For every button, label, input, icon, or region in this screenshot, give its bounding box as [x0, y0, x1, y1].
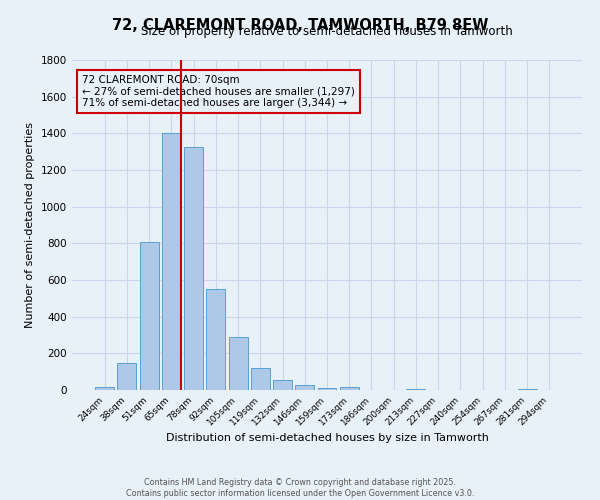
- Bar: [118, 362, 136, 390]
- Bar: [206, 289, 225, 390]
- Bar: [140, 242, 158, 390]
- Bar: [518, 389, 536, 390]
- Bar: [95, 387, 114, 390]
- Bar: [229, 337, 248, 390]
- Title: Size of property relative to semi-detached houses in Tamworth: Size of property relative to semi-detach…: [141, 25, 513, 38]
- Y-axis label: Number of semi-detached properties: Number of semi-detached properties: [25, 122, 35, 328]
- Bar: [406, 388, 425, 390]
- Bar: [295, 386, 314, 390]
- Bar: [317, 388, 337, 390]
- Bar: [184, 147, 203, 390]
- Text: 72, CLAREMONT ROAD, TAMWORTH, B79 8EW: 72, CLAREMONT ROAD, TAMWORTH, B79 8EW: [112, 18, 488, 32]
- X-axis label: Distribution of semi-detached houses by size in Tamworth: Distribution of semi-detached houses by …: [166, 432, 488, 442]
- Text: 72 CLAREMONT ROAD: 70sqm
← 27% of semi-detached houses are smaller (1,297)
71% o: 72 CLAREMONT ROAD: 70sqm ← 27% of semi-d…: [82, 75, 355, 108]
- Bar: [162, 134, 181, 390]
- Bar: [340, 387, 359, 390]
- Bar: [251, 368, 270, 390]
- Text: Contains HM Land Registry data © Crown copyright and database right 2025.
Contai: Contains HM Land Registry data © Crown c…: [126, 478, 474, 498]
- Bar: [273, 380, 292, 390]
